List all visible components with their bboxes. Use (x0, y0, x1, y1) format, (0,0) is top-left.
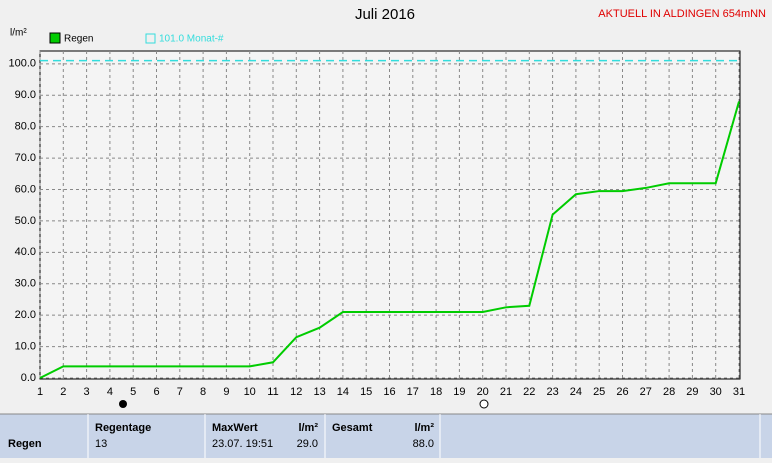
y-tick-label: 10.0 (15, 340, 36, 352)
x-tick-label: 2 (60, 386, 66, 398)
legend-swatch (145, 33, 156, 44)
moon-icon (479, 399, 489, 409)
x-tick-label: 17 (407, 386, 419, 398)
y-axis-label: l/m² (10, 28, 27, 39)
x-tick-label: 28 (663, 386, 675, 398)
x-tick-label: 21 (500, 386, 512, 398)
y-tick-label: 100.0 (8, 58, 36, 70)
table-bg (0, 414, 772, 458)
x-tick-label: 19 (453, 386, 465, 398)
x-tick-label: 6 (153, 386, 159, 398)
y-tick-label: 0.0 (21, 372, 36, 384)
x-tick-label: 22 (523, 386, 535, 398)
x-tick-label: 10 (244, 386, 256, 398)
x-tick-label: 16 (383, 386, 395, 398)
station: AKTUELL IN ALDINGEN 654mNN (598, 8, 766, 20)
y-tick-label: 20.0 (15, 309, 36, 321)
legend-label: 101.0 Monat-# (159, 34, 224, 45)
col-header: Regentage (95, 422, 151, 434)
x-tick-label: 20 (477, 386, 489, 398)
x-tick-label: 7 (177, 386, 183, 398)
col-header: l/m² (414, 422, 434, 434)
y-tick-label: 80.0 (15, 121, 36, 133)
col-header: MaxWert (212, 422, 258, 434)
cell: 88.0 (413, 438, 434, 450)
x-tick-label: 5 (130, 386, 136, 398)
x-tick-label: 31 (733, 386, 745, 398)
y-tick-label: 90.0 (15, 89, 36, 101)
y-tick-label: 40.0 (15, 246, 36, 258)
x-tick-label: 25 (593, 386, 605, 398)
moon-icon (119, 400, 127, 408)
legend-swatch (49, 32, 61, 44)
x-tick-label: 1 (37, 386, 43, 398)
x-tick-label: 8 (200, 386, 206, 398)
x-tick-label: 4 (107, 386, 113, 398)
x-tick-label: 15 (360, 386, 372, 398)
cell: 23.07. 19:51 (212, 438, 273, 450)
x-tick-label: 11 (267, 386, 278, 398)
y-tick-label: 60.0 (15, 183, 36, 195)
x-tick-label: 29 (686, 386, 698, 398)
x-tick-label: 12 (290, 386, 302, 398)
table: Regen Regentage 13 MaxWert l/m² 23.07. 1… (0, 413, 772, 458)
x-tick-label: 3 (84, 386, 90, 398)
col-header: Gesamt (332, 422, 373, 434)
x-tick-label: 9 (223, 386, 229, 398)
y-tick-label: 50.0 (15, 215, 36, 227)
cell: 13 (95, 438, 107, 450)
x-tick-label: 23 (546, 386, 558, 398)
series-line (39, 101, 740, 379)
x-tick-label: 14 (337, 386, 349, 398)
chart-title: Juli 2016 (355, 6, 415, 23)
y-tick-label: 70.0 (15, 152, 36, 164)
legend-label: Regen (64, 34, 93, 45)
x-tick-label: 18 (430, 386, 442, 398)
cell: 29.0 (297, 438, 318, 450)
col-header: l/m² (298, 422, 318, 434)
x-tick-label: 24 (570, 386, 582, 398)
row-label: Regen (8, 438, 42, 450)
x-tick-label: 13 (313, 386, 325, 398)
x-tick-label: 30 (710, 386, 722, 398)
x-tick-label: 27 (640, 386, 652, 398)
x-tick-label: 26 (616, 386, 628, 398)
y-tick-label: 30.0 (15, 278, 36, 290)
